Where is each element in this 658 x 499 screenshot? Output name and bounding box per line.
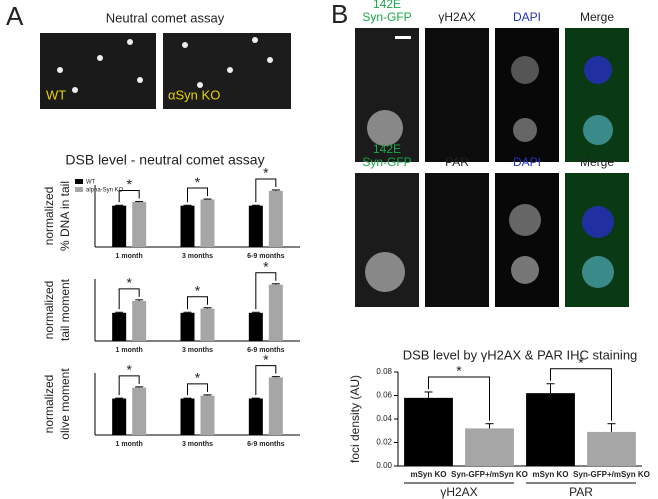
image-label: WT [46, 87, 66, 102]
micrograph-header: DAPI [513, 155, 541, 169]
x-tick-label: mSyn KO [532, 470, 568, 479]
bar [132, 300, 147, 341]
bar [200, 308, 215, 341]
bar [268, 190, 283, 247]
panel-label: A [6, 1, 24, 31]
legend-label: WT [86, 180, 96, 186]
y-tick-label: 0.04 [376, 414, 392, 423]
x-tick-label: 1 month [116, 347, 143, 354]
bar [180, 312, 195, 341]
micrograph-header: Syn-GFP [362, 10, 411, 24]
significance-label: * [126, 275, 132, 291]
image-label: αSyn KO [168, 87, 220, 102]
comet-images [40, 33, 291, 109]
bar [180, 398, 195, 435]
bar [132, 387, 147, 435]
bar [465, 428, 514, 466]
x-tick-label: 3 months [182, 441, 213, 448]
bar [112, 312, 127, 341]
panel-label: B [331, 0, 348, 29]
significance-bracket [118, 375, 140, 396]
micrograph-header: 142E [373, 0, 401, 11]
legend-swatch [75, 179, 83, 184]
micrograph-header: 142E [373, 142, 401, 156]
y-axis-label: normalized [42, 375, 56, 434]
bar [248, 312, 263, 341]
legend-swatch [75, 187, 83, 192]
bar [200, 199, 215, 247]
bar [132, 201, 147, 247]
significance-bracket [118, 288, 140, 310]
bar [526, 393, 575, 466]
significance-label: * [456, 363, 462, 379]
significance-bracket [118, 190, 140, 203]
micrograph-header: γH2AX [438, 10, 475, 24]
significance-label: * [263, 258, 269, 274]
x-tick-label: Syn-GFP+/mSyn KO [451, 470, 528, 479]
y-axis-label: % DNA in tail [58, 181, 72, 251]
x-tick-label: 1 month [116, 253, 143, 260]
x-tick-label: 6-9 months [247, 441, 284, 448]
significance-bracket [255, 272, 277, 310]
x-tick-label: 6-9 months [247, 347, 284, 354]
bar [112, 205, 127, 247]
significance-label: * [578, 354, 584, 370]
section-title: DSB level - neutral comet assay [65, 152, 264, 168]
significance-bracket [187, 187, 208, 203]
x-tick-label: mSyn KO [410, 470, 446, 479]
micrograph-header: DAPI [513, 10, 541, 24]
micrograph-header: Syn-GFP [362, 155, 411, 169]
y-axis-label: olive moment [58, 368, 72, 440]
x-tick-label: Syn-GFP+/mSyn KO [573, 470, 650, 479]
micrographs [355, 28, 629, 307]
significance-label: * [195, 282, 201, 298]
x-tick-label: 3 months [182, 253, 213, 260]
significance-label: * [126, 176, 132, 192]
x-tick-label: 1 month [116, 441, 143, 448]
significance-bracket [428, 376, 490, 421]
bar [248, 205, 263, 247]
bar [180, 205, 195, 247]
x-tick-label: 6-9 months [247, 253, 284, 260]
micrograph-header: PAR [445, 155, 469, 169]
bar [112, 398, 127, 435]
significance-label: * [126, 362, 132, 378]
significance-bracket [187, 383, 208, 396]
significance-label: * [263, 351, 269, 367]
group-label: PAR [569, 485, 593, 499]
legend-label: alpha-Syn KO [86, 188, 124, 194]
x-tick-label: 3 months [182, 347, 213, 354]
significance-bracket [187, 296, 208, 310]
bar [587, 431, 636, 466]
y-tick-label: 0.06 [376, 391, 392, 400]
y-tick-label: 0.08 [376, 367, 392, 376]
significance-bracket [255, 365, 277, 396]
micrograph-header: Merge [580, 10, 614, 24]
bar [200, 395, 215, 435]
y-axis-label: foci density (AU) [348, 375, 362, 463]
y-axis-label: normalized [42, 281, 56, 340]
chart-title: DSB level by γH2AX & PAR IHC staining [403, 347, 638, 362]
y-axis-label: normalized [42, 187, 56, 246]
significance-label: * [195, 370, 201, 386]
y-tick-label: 0.00 [376, 461, 392, 470]
comet-title: Neutral comet assay [106, 10, 225, 25]
group-label: γH2AX [440, 485, 477, 499]
bar [268, 377, 283, 435]
bar [248, 398, 263, 435]
bar [404, 397, 453, 466]
bar [268, 284, 283, 341]
significance-label: * [195, 174, 201, 190]
significance-label: * [263, 165, 269, 181]
y-tick-label: 0.02 [376, 438, 392, 447]
y-axis-label: tail moment [58, 278, 72, 341]
significance-bracket [550, 368, 612, 421]
significance-bracket [255, 178, 277, 203]
micrograph-header: Merge [580, 155, 614, 169]
